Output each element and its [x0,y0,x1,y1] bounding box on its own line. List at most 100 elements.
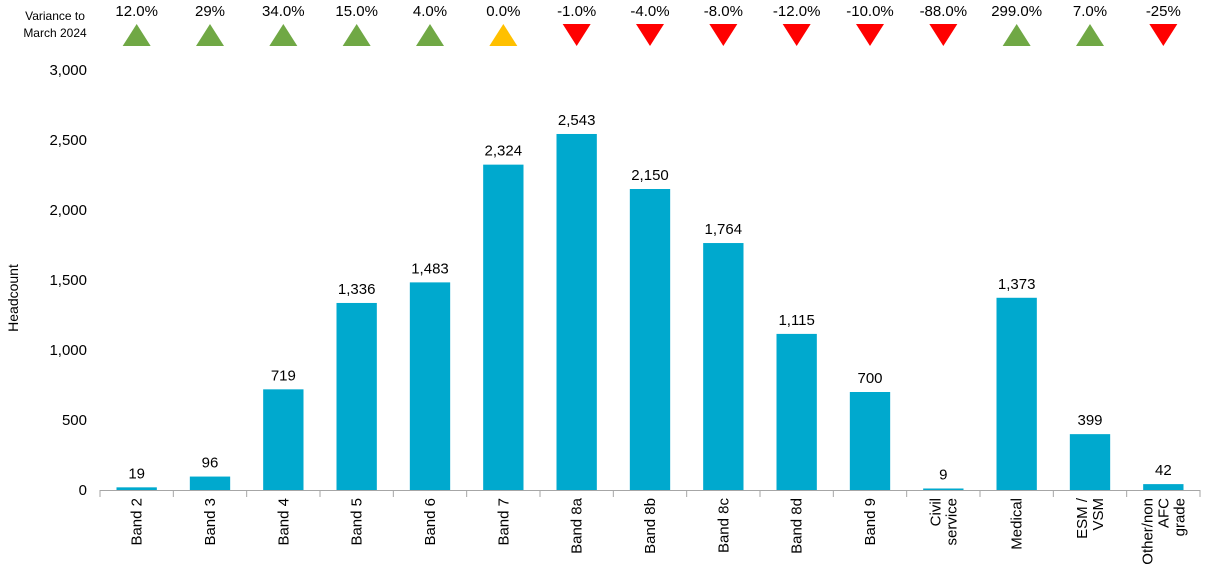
variance-value: 34.0% [262,3,305,20]
bar-value-label: 2,324 [485,143,523,160]
x-category-label-line: Band 8d [789,498,806,554]
bar [1069,434,1111,490]
bar-value-label: 719 [271,367,296,384]
x-category-label-line: VSM [1090,498,1107,531]
up-arrow-icon [342,24,371,46]
y-tick-label: 2,000 [49,202,87,219]
variance-value: -25% [1146,3,1181,20]
x-category-label: Band 7 [495,498,512,546]
down-arrow-icon [782,24,811,46]
bar [116,487,157,490]
bar [1143,484,1184,490]
x-category-label: Band 8d [789,498,806,554]
bar [629,189,671,490]
y-tick-label: 3,000 [49,62,87,79]
up-arrow-icon [122,24,151,46]
y-tick-label: 1,500 [49,272,87,289]
bars: 19 96 719 1,336 1,483 2,324 2,543 2,150 1,764 1,1… [116,112,1184,491]
bar [923,488,964,490]
x-category-label: Band 2 [129,498,146,546]
variance-value: 15.0% [335,3,378,20]
x-category-label-line: Band 7 [495,498,512,546]
bar-value-label: 1,115 [778,312,814,329]
down-arrow-icon [1149,24,1178,46]
bar-value-label: 700 [857,370,882,387]
x-category-label-line: Civil [927,498,944,526]
variance-value: -4.0% [630,3,669,20]
variance-value: -12.0% [773,3,821,20]
bar [776,333,817,490]
bar-value-label: 9 [939,467,947,484]
variance-value: 12.0% [115,3,158,20]
variance-value: -1.0% [557,3,596,20]
down-arrow-icon [562,24,591,46]
x-category-label: Band 8c [715,498,732,554]
bar-value-label: 2,543 [558,112,596,129]
y-axis-label: Headcount [5,264,21,332]
bar-value-label: 399 [1077,412,1102,429]
variance-value: 29% [195,3,225,20]
up-arrow-icon [1002,24,1031,46]
down-arrow-icon [709,24,738,46]
x-category-label-line: Medical [1009,498,1026,550]
x-category-label-line: AFC [1155,498,1172,528]
x-category-label-line: Band 8a [569,497,586,554]
variance-value: 0.0% [486,3,520,20]
neutral-arrow-icon [489,24,518,46]
bar-value-label: 1,764 [705,221,743,238]
x-category-label: Band 8a [569,497,586,554]
variance-value: -10.0% [846,3,894,20]
x-category-label-line: grade [1171,498,1188,536]
variance-title: Variance to March 2024 [23,9,87,40]
bar [263,389,304,490]
x-category-label: Band 4 [275,498,292,546]
bar [849,392,891,490]
x-category-label-line: Band 8c [715,498,732,554]
bar-value-label: 42 [1155,462,1172,479]
y-tick-label: 1,000 [49,342,87,359]
x-category-label-line: Band 4 [275,498,292,546]
down-arrow-icon [929,24,958,46]
down-arrow-icon [636,24,664,46]
x-category-label: Band 5 [349,498,366,546]
x-category-label: Other/non AFC grade [1139,498,1188,565]
variance-value: 7.0% [1073,3,1107,20]
x-category-label: Band 8b [642,498,659,554]
variance-title-line: Variance to [25,9,85,23]
up-arrow-icon [416,24,444,46]
bar [409,282,451,490]
x-category-label: Band 6 [422,498,439,546]
y-tick-label: 2,500 [49,132,87,149]
x-category-label: Medical [1009,498,1026,550]
up-arrow-icon [196,24,224,46]
variance-value: 299.0% [991,3,1042,20]
x-category-label-line: Band 3 [202,498,219,546]
x-category-label-line: Band 5 [349,498,366,546]
x-category-label-line: Other/non [1139,498,1156,565]
variance-row: 12.0% 29% 34.0% 15.0% 4.0% 0.0% -1.0% -4.0% -8.0… [115,3,1181,46]
bar [336,302,377,490]
bar [483,164,524,490]
bar-value-label: 2,150 [631,167,669,184]
bar-value-label: 96 [202,455,219,472]
y-tick-label: 0 [79,482,87,499]
bar [556,133,597,491]
down-arrow-icon [856,24,884,46]
x-axis: Band 2 Band 3 Band 4 Band 5 Band 6 Band 7 Band… [99,490,1201,565]
x-category-label: Civil service [927,498,960,546]
variance-title-line: March 2024 [23,26,87,40]
x-category-label: ESM / VSM [1074,497,1107,539]
variance-value: 4.0% [413,3,447,20]
bar-value-label: 1,373 [998,276,1036,293]
x-category-label: Band 3 [202,498,219,546]
x-category-label-line: ESM / [1074,497,1091,539]
bar [996,297,1037,490]
x-category-label-line: service [943,498,960,546]
y-axis: 0 500 1,000 1,500 2,000 2,500 3,000 [49,62,87,499]
x-category-label-line: Band 6 [422,498,439,546]
bar-value-label: 1,336 [338,281,376,298]
x-category-label-line: Band 9 [862,498,879,546]
bar-value-label: 1,483 [411,260,449,277]
x-category-label: Band 9 [862,498,879,546]
